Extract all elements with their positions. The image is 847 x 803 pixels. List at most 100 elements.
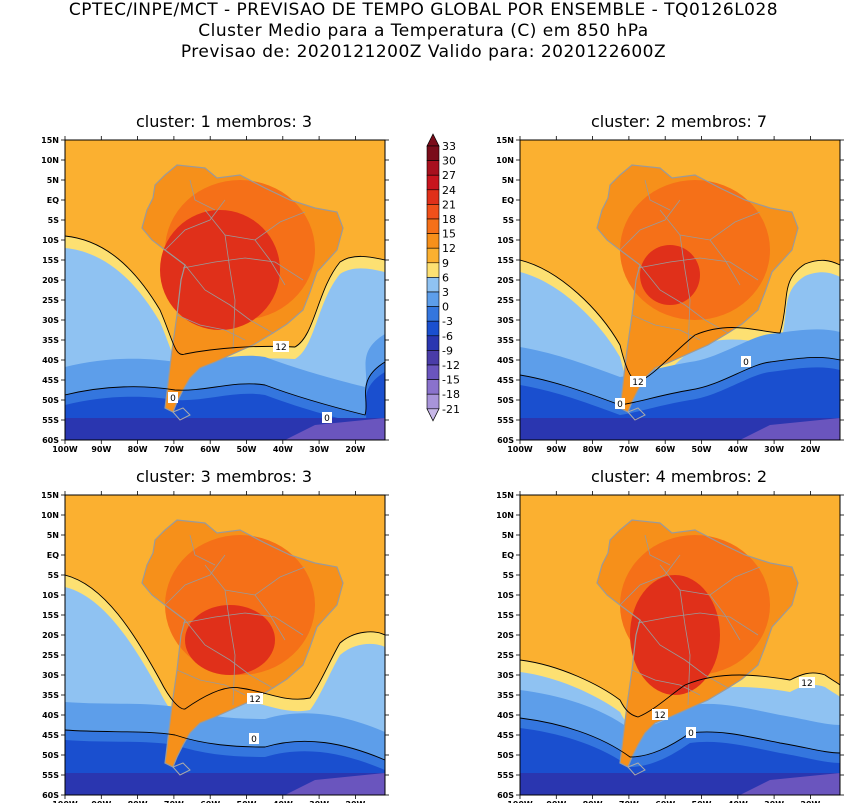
contour-12 xyxy=(65,235,385,355)
lat-label: 10N xyxy=(41,156,59,165)
hot-core-1 xyxy=(160,210,280,330)
panel-3-map: 12 0 15N 10N 5N EQ 5S 10S 15S 20S 25S 30S 35S 40S 45S 5… xyxy=(41,491,389,803)
map-frame xyxy=(519,139,841,441)
lat-label: 10N xyxy=(496,156,514,165)
colorbar-swatch xyxy=(426,379,440,395)
country-border-0 xyxy=(637,257,759,281)
colorbar-label: 24 xyxy=(442,184,456,197)
coastline xyxy=(596,164,799,413)
lat-label: 15N xyxy=(496,136,514,145)
country-border-3 xyxy=(631,314,701,341)
lon-label: 80W xyxy=(128,800,148,803)
lon-label: 60W xyxy=(200,800,220,803)
lon-label: 70W xyxy=(619,445,639,454)
lat-label: 15S xyxy=(42,611,59,620)
colorbar-swatch xyxy=(426,306,440,322)
colorbar-swatch xyxy=(426,247,440,264)
colorbar-label: 33 xyxy=(442,140,456,153)
lat-label: 10S xyxy=(42,236,59,245)
colorbar-label: 21 xyxy=(442,198,456,211)
lat-label: 60S xyxy=(42,791,59,800)
country-border-4 xyxy=(224,589,236,706)
lat-label: 40S xyxy=(42,356,59,365)
country-border-7 xyxy=(189,534,216,566)
lat-label: 15N xyxy=(496,491,514,500)
lon-label: 80W xyxy=(128,445,148,454)
colorbar-swatch xyxy=(426,145,440,161)
colorbar-swatch xyxy=(426,364,440,380)
lon-label: 40W xyxy=(273,800,293,803)
coastline xyxy=(141,519,344,768)
lat-label: 20S xyxy=(497,631,514,640)
contour-label-12-0: 12 xyxy=(654,711,665,721)
lon-label: 40W xyxy=(273,445,293,454)
colorbar-label: 3 xyxy=(442,286,449,299)
colorbar-label: -21 xyxy=(442,403,460,416)
lon-label: 60W xyxy=(655,445,675,454)
contour-label-12-0: 12 xyxy=(249,695,260,705)
contour-0 xyxy=(520,356,840,406)
lat-label: 15N xyxy=(41,136,59,145)
lat-label: 20S xyxy=(42,631,59,640)
lat-label: 35S xyxy=(42,336,59,345)
country-border-7 xyxy=(644,534,671,566)
lat-label: 55S xyxy=(497,416,514,425)
lon-label: 90W xyxy=(546,445,566,454)
lon-label: 100W xyxy=(507,800,533,803)
colorbar-swatch xyxy=(426,291,440,307)
lon-label: 20W xyxy=(345,445,365,454)
contour-12 xyxy=(520,659,840,718)
country-border-0 xyxy=(637,612,759,636)
lat-label: 35S xyxy=(42,691,59,700)
country-border-0 xyxy=(182,612,304,636)
lat-label: 15N xyxy=(41,491,59,500)
contour-label-0-0: 0 xyxy=(617,400,623,410)
lat-label: 25S xyxy=(42,296,59,305)
country-border-3 xyxy=(176,669,246,696)
lat-label: 35S xyxy=(497,336,514,345)
colorbar-arrow-top xyxy=(426,133,440,147)
colorbar-label: 6 xyxy=(442,271,449,284)
contour-0 xyxy=(65,729,385,761)
lon-label: 60W xyxy=(200,445,220,454)
lat-label: 30S xyxy=(42,671,59,680)
hot-core-0 xyxy=(185,605,275,675)
contour-label-0-0: 0 xyxy=(688,729,694,739)
lat-label: 50S xyxy=(42,751,59,760)
lat-label: 5N xyxy=(502,531,514,540)
lat-label: 10N xyxy=(41,511,59,520)
lat-label: 45S xyxy=(42,731,59,740)
lat-label: 10N xyxy=(496,511,514,520)
lon-label: 30W xyxy=(764,445,784,454)
lat-label: 5S xyxy=(48,571,60,580)
colorbar-label: -3 xyxy=(442,315,453,328)
country-border-2 xyxy=(639,264,729,334)
header-line-3: Previsao de: 2020121200Z Valido para: 20… xyxy=(180,42,667,62)
panel-3-title: cluster: 3 membros: 3 xyxy=(135,467,313,486)
country-border-2 xyxy=(639,619,729,689)
lat-label: 30S xyxy=(42,316,59,325)
country-border-2 xyxy=(184,264,274,334)
colorbar-swatch xyxy=(426,160,440,176)
lon-label: 60W xyxy=(655,800,675,803)
colorbar-swatch xyxy=(426,174,440,191)
lon-label: 50W xyxy=(237,800,257,803)
lat-label: 55S xyxy=(42,771,59,780)
colorbar-label: -15 xyxy=(442,374,460,387)
lat-label: 10S xyxy=(497,591,514,600)
lon-label: 90W xyxy=(91,445,111,454)
lat-label: 60S xyxy=(497,436,514,445)
lon-label: 40W xyxy=(728,800,748,803)
lon-label: 100W xyxy=(507,445,533,454)
country-border-5 xyxy=(164,554,226,606)
country-border-2 xyxy=(184,619,274,689)
lat-label: 40S xyxy=(497,356,514,365)
lat-label: 40S xyxy=(42,711,59,720)
country-border-4 xyxy=(679,589,691,706)
colorbar-label: -9 xyxy=(442,344,453,357)
lat-label: 25S xyxy=(497,296,514,305)
lat-label: 15S xyxy=(497,611,514,620)
lon-label: 70W xyxy=(164,445,184,454)
lat-label: 15S xyxy=(42,256,59,265)
colorbar-label: 30 xyxy=(442,155,456,168)
